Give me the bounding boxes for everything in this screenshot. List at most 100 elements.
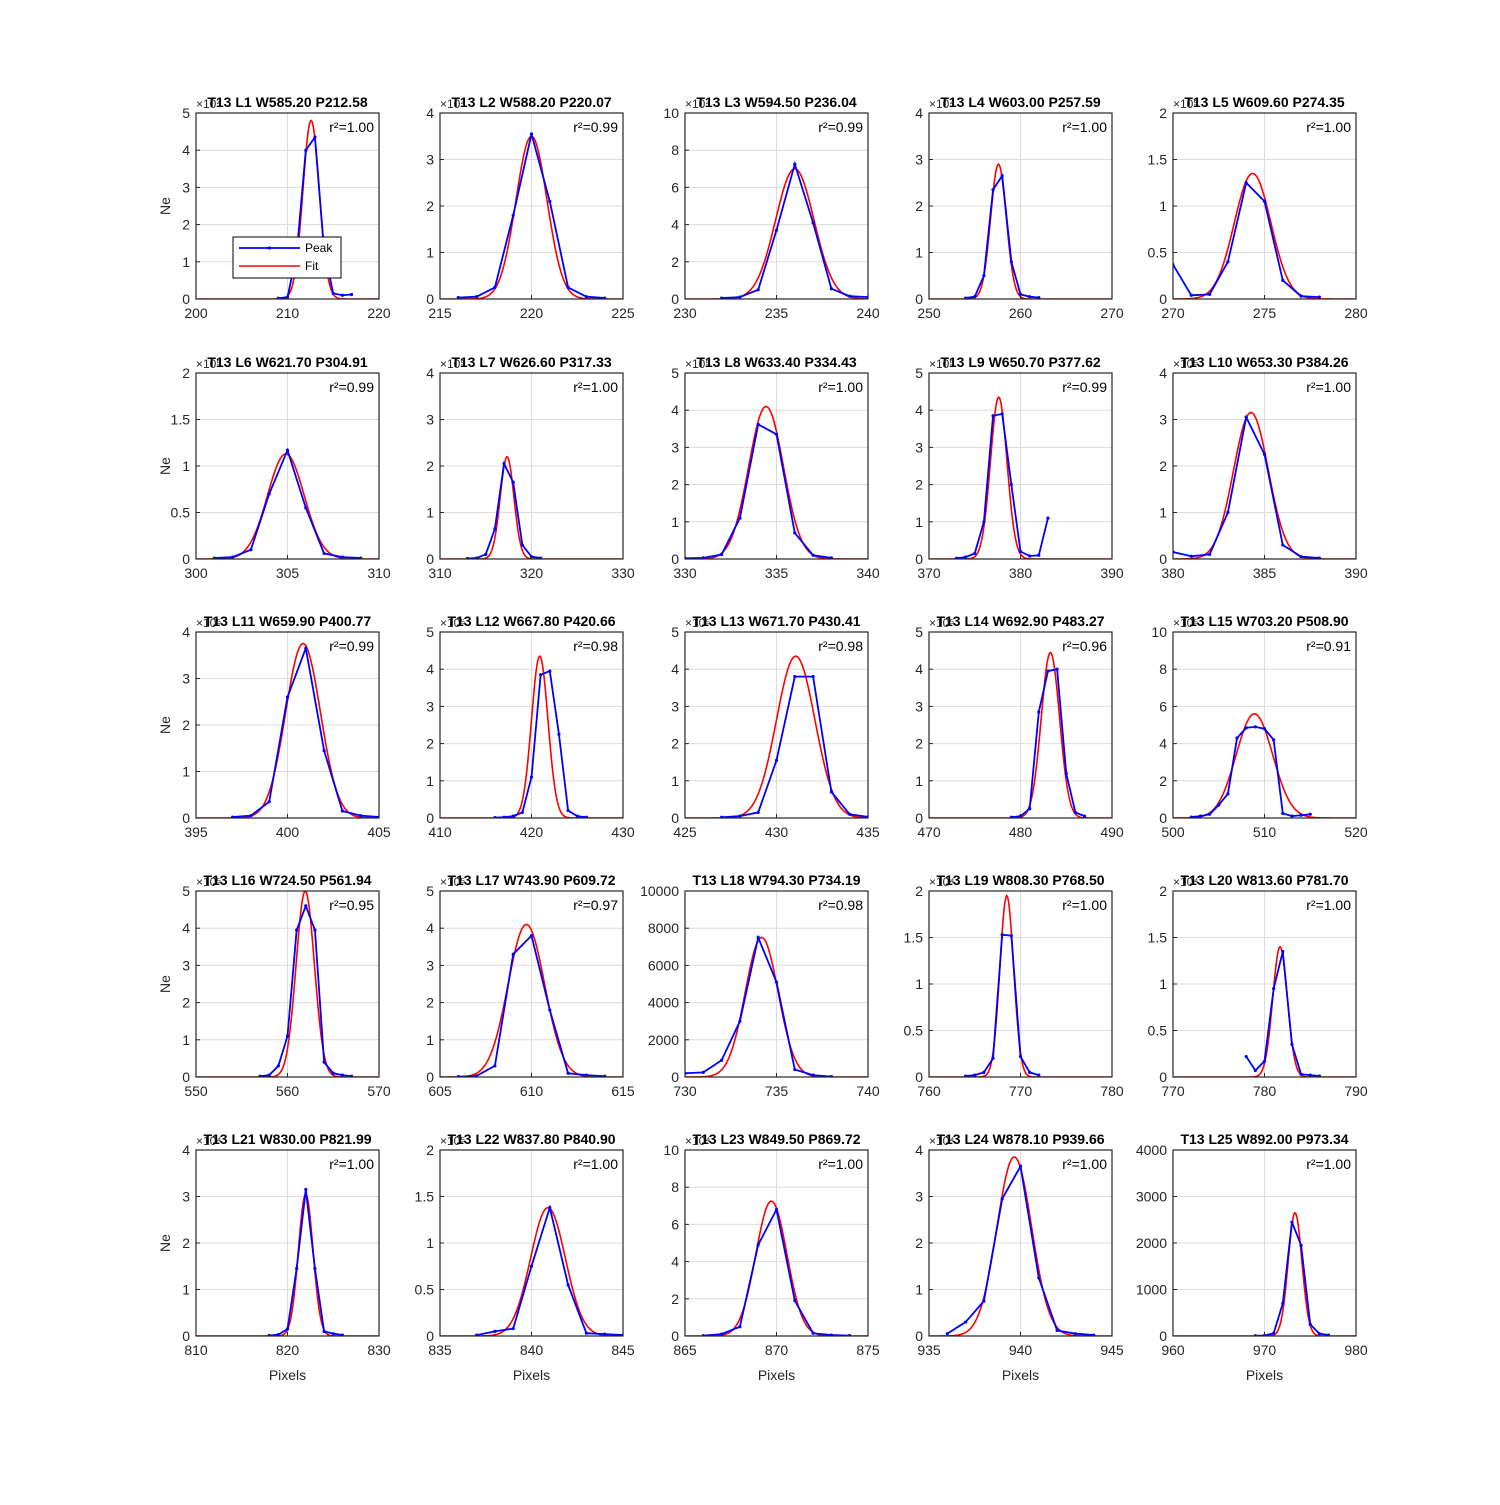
x-tick-label: 490 xyxy=(1100,824,1124,840)
peak-point xyxy=(475,1074,479,1077)
peak-point xyxy=(1244,415,1248,419)
peak-point xyxy=(493,527,497,531)
peak-point xyxy=(340,293,344,297)
peak-point xyxy=(1064,771,1068,775)
exponent-label: ×10⁴ xyxy=(929,875,955,889)
subplot-title: T13 L2 W588.20 P220.07 xyxy=(451,94,612,110)
x-tick-label: 305 xyxy=(276,565,300,581)
x-tick-label: 940 xyxy=(1009,1342,1033,1358)
peak-point xyxy=(1217,803,1221,807)
peak-point xyxy=(1317,295,1321,299)
y-tick-label: 0.5 xyxy=(1148,245,1168,261)
peak-point xyxy=(511,213,515,217)
peak-point xyxy=(1028,807,1032,811)
y-tick-label: 5 xyxy=(182,883,190,899)
y-tick-label: 3 xyxy=(915,698,923,714)
peak-point xyxy=(982,1299,986,1303)
peak-point xyxy=(1290,814,1294,818)
y-tick-label: 2 xyxy=(671,477,679,493)
peak-point xyxy=(1262,727,1267,731)
subplot-title: T13 L12 W667.80 P420.66 xyxy=(447,613,615,629)
legend-fit-label: Fit xyxy=(305,259,319,273)
x-tick-label: 275 xyxy=(1253,305,1277,321)
y-tick-label: 5 xyxy=(426,883,434,899)
exponent-label: ×10⁴ xyxy=(196,97,222,111)
peak-point xyxy=(511,1326,515,1331)
y-tick-label: 0 xyxy=(182,551,190,567)
y-tick-label: 0 xyxy=(915,291,923,307)
x-tick-label: 735 xyxy=(765,1083,789,1099)
y-tick-label: 6 xyxy=(1159,698,1167,714)
peak-point xyxy=(793,1299,797,1303)
peak-point xyxy=(1308,1322,1312,1326)
peak-point xyxy=(1037,296,1041,299)
peak-point xyxy=(1326,1333,1331,1336)
peak-point xyxy=(1299,294,1303,298)
y-tick-label: 1000 xyxy=(1136,1282,1167,1298)
peak-point xyxy=(584,1073,589,1077)
x-tick-label: 225 xyxy=(611,305,635,321)
peak-point xyxy=(603,1332,607,1336)
subplot-title: T13 L18 W794.30 P734.19 xyxy=(692,872,860,888)
y-tick-label: 2 xyxy=(426,1142,434,1158)
y-tick-label: 0 xyxy=(1159,291,1167,307)
peak-point xyxy=(285,1034,290,1038)
x-axis-label: Pixels xyxy=(1002,1367,1039,1383)
y-tick-label: 4 xyxy=(426,661,434,677)
peak-point xyxy=(973,551,977,556)
x-tick-label: 420 xyxy=(520,824,544,840)
x-tick-label: 310 xyxy=(367,565,391,581)
peak-point xyxy=(756,810,760,815)
y-tick-label: 1 xyxy=(1159,976,1167,992)
x-tick-label: 410 xyxy=(428,824,452,840)
subplot-title: T13 L7 W626.60 P317.33 xyxy=(451,354,612,370)
y-tick-label: 0 xyxy=(671,1328,679,1344)
x-tick-label: 230 xyxy=(673,305,697,321)
peak-point xyxy=(1208,552,1212,556)
y-tick-label: 0 xyxy=(671,291,679,307)
peak-point xyxy=(1037,553,1041,557)
peak-point xyxy=(1308,1073,1312,1077)
peak-point xyxy=(991,188,995,192)
y-tick-label: 4 xyxy=(426,365,434,381)
peak-point xyxy=(811,1331,815,1335)
peak-point xyxy=(1317,1074,1321,1077)
peak-point xyxy=(1290,1042,1294,1047)
y-tick-label: 4 xyxy=(671,1254,679,1270)
y-tick-label: 8 xyxy=(671,142,679,158)
exponent-label: ×10⁴ xyxy=(1173,875,1199,889)
x-tick-label: 865 xyxy=(673,1342,697,1358)
r-squared-label: r²=1.00 xyxy=(1306,897,1351,913)
peak-point xyxy=(493,1329,497,1333)
peak-point xyxy=(267,1073,271,1077)
y-tick-label: 2 xyxy=(426,995,434,1011)
y-tick-label: 2 xyxy=(182,717,190,733)
peak-point xyxy=(1281,278,1285,282)
peak-point xyxy=(475,556,479,559)
y-tick-label: 2 xyxy=(915,883,923,899)
peak-point xyxy=(566,1283,570,1287)
y-tick-label: 0 xyxy=(426,551,434,567)
y-tick-label: 4 xyxy=(182,142,190,158)
peak-point xyxy=(1208,812,1212,816)
peak-point xyxy=(1028,295,1032,299)
peak-point xyxy=(991,1056,995,1060)
peak-point xyxy=(1235,736,1239,740)
y-tick-label: 0.5 xyxy=(415,1282,435,1298)
y-tick-label: 1 xyxy=(182,1032,190,1048)
peak-point xyxy=(295,928,299,932)
subplot-title: T13 L3 W594.50 P236.04 xyxy=(696,94,857,110)
y-tick-label: 0.5 xyxy=(1148,1023,1168,1039)
x-tick-label: 875 xyxy=(856,1342,880,1358)
y-tick-label: 4 xyxy=(671,661,679,677)
subplot-title: T13 L1 W585.20 P212.58 xyxy=(207,94,368,110)
y-tick-label: 0 xyxy=(915,1069,923,1085)
y-tick-label: 4 xyxy=(915,661,923,677)
y-tick-label: 1 xyxy=(915,773,923,789)
